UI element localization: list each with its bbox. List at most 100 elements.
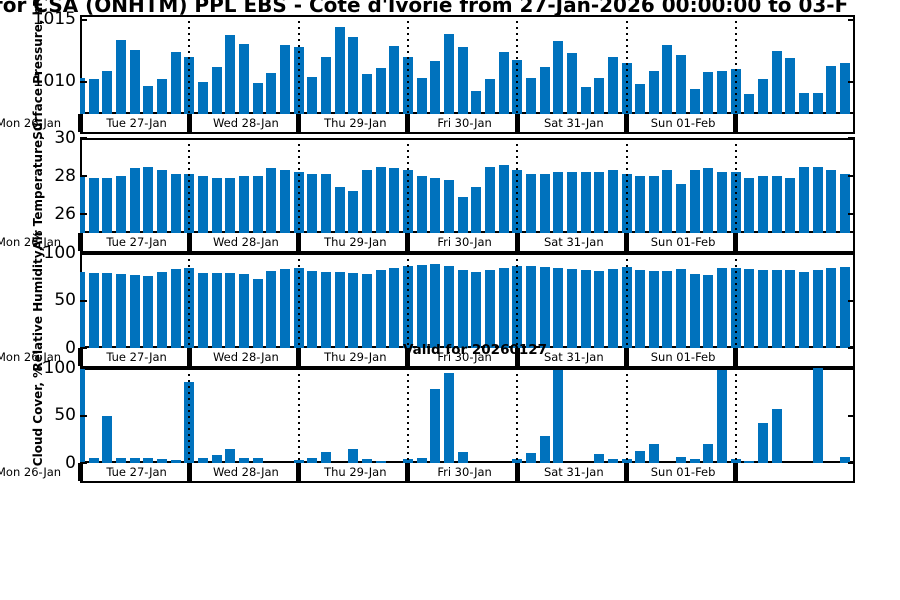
bar xyxy=(102,415,113,463)
bar xyxy=(539,174,550,233)
y-tick-label: 50 xyxy=(54,290,76,310)
y-tick-label: 100 xyxy=(43,357,76,378)
bar xyxy=(648,271,659,348)
day-label: Wed 28-Jan xyxy=(212,116,279,130)
bar xyxy=(539,435,550,463)
bar xyxy=(799,272,810,348)
y-tick-mark xyxy=(848,175,855,177)
day-tick xyxy=(186,348,192,366)
day-gridline xyxy=(516,138,519,233)
bar xyxy=(717,172,728,233)
bar xyxy=(457,451,468,463)
bar xyxy=(703,71,714,114)
y-tick-mark xyxy=(848,18,855,21)
bar xyxy=(389,168,400,233)
relative-humidity-plot xyxy=(80,253,855,348)
day-label: Sun 01-Feb xyxy=(650,235,716,249)
day-label: Wed 28-Jan xyxy=(212,465,279,479)
bar xyxy=(252,83,263,114)
bar xyxy=(580,86,591,114)
bar xyxy=(785,177,796,233)
day-label: Sun 01-Feb xyxy=(650,116,716,130)
bar xyxy=(717,70,728,114)
bar xyxy=(771,408,782,463)
bar xyxy=(484,270,495,348)
bar xyxy=(252,278,263,348)
y-tick-label: 1015 xyxy=(32,9,76,30)
bar xyxy=(676,457,687,463)
day-gridline xyxy=(734,253,737,348)
day-tick xyxy=(733,463,739,481)
bar xyxy=(129,168,140,233)
y-tick-mark xyxy=(80,299,87,302)
bar xyxy=(88,177,99,233)
bar xyxy=(498,268,509,348)
bar xyxy=(88,79,99,114)
y-tick-label: 0 xyxy=(65,452,76,473)
bar xyxy=(525,266,536,348)
bar xyxy=(211,67,222,114)
bar xyxy=(334,187,345,233)
day-tick xyxy=(186,233,192,251)
bar xyxy=(594,271,605,348)
bar xyxy=(211,455,222,463)
day-gridline xyxy=(297,138,300,233)
date-axis-strip: Tue 27-Jan Wed 28-Jan Thu 29-Jan Fri 30-Jan… xyxy=(0,348,855,368)
bar xyxy=(607,57,618,114)
date-axis-strip: Tue 27-Jan Wed 28-Jan Thu 29-Jan Fri 30-Jan… xyxy=(0,233,855,253)
y-tick-mark xyxy=(80,252,87,254)
bar xyxy=(703,274,714,348)
day-label: Fri 30-Jan xyxy=(437,465,492,479)
day-gridline xyxy=(734,15,737,114)
day-tick xyxy=(624,233,629,251)
bar xyxy=(539,67,550,114)
day-label: Thu 29-Jan xyxy=(324,465,387,479)
bar xyxy=(484,166,495,233)
bar xyxy=(80,272,85,348)
valid-for-label: Valid for 20260127 xyxy=(402,342,548,358)
day-tick xyxy=(296,348,302,366)
y-tick-mark xyxy=(848,462,855,464)
bar xyxy=(430,264,441,348)
bar xyxy=(307,76,318,114)
bar xyxy=(334,272,345,348)
y-tick-label: 1010 xyxy=(32,71,76,92)
bar xyxy=(553,172,564,233)
y-tick-mark xyxy=(80,80,87,83)
bar xyxy=(238,273,249,348)
bar xyxy=(102,177,113,233)
bar xyxy=(635,270,646,348)
y-tick-mark xyxy=(80,137,87,139)
bar xyxy=(676,269,687,348)
bar xyxy=(594,453,605,463)
day-tick xyxy=(405,114,411,132)
bar xyxy=(143,275,154,348)
day-label: Sat 31-Jan xyxy=(543,235,604,249)
bar xyxy=(416,78,427,114)
bar xyxy=(156,459,167,463)
bar xyxy=(197,273,208,348)
day-tick xyxy=(514,348,520,366)
y-tick-mark xyxy=(848,414,855,417)
bar xyxy=(80,78,85,114)
day-tick xyxy=(514,233,520,251)
bar xyxy=(430,60,441,114)
bar xyxy=(471,187,482,233)
start-date-label: Mon 26-Jan xyxy=(0,116,62,130)
bar xyxy=(840,174,851,233)
day-gridline xyxy=(625,368,628,463)
y-tick-label: 28 xyxy=(54,165,76,186)
bar xyxy=(348,37,359,114)
bar xyxy=(143,85,154,114)
bar xyxy=(689,459,700,463)
bar xyxy=(143,166,154,233)
day-gridline xyxy=(516,15,519,114)
bar xyxy=(252,458,263,463)
bar xyxy=(566,269,577,348)
bar xyxy=(266,271,277,348)
day-tick xyxy=(733,114,739,132)
bar xyxy=(826,65,837,114)
bar xyxy=(156,79,167,114)
bar xyxy=(170,269,181,348)
